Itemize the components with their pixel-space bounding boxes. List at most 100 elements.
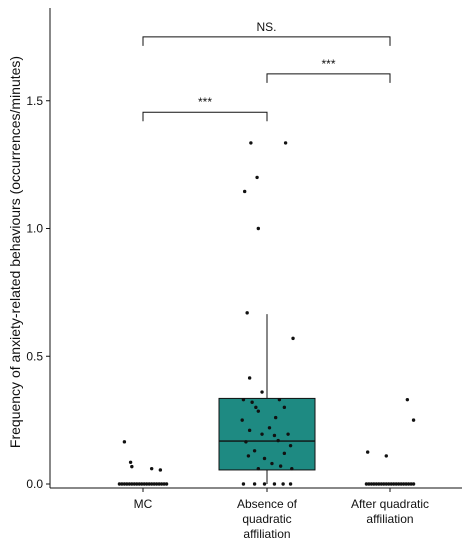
y-tick-label: 0.0 bbox=[26, 477, 43, 491]
data-point bbox=[267, 426, 272, 430]
data-point bbox=[379, 482, 384, 486]
data-point bbox=[369, 482, 374, 486]
data-point bbox=[384, 454, 388, 458]
x-tick-label: Absence of quadratic affiliation bbox=[237, 497, 298, 541]
data-point bbox=[130, 482, 134, 486]
data-point bbox=[147, 482, 151, 486]
data-point bbox=[130, 464, 134, 469]
y-tick-label: 1.0 bbox=[26, 222, 43, 236]
data-point bbox=[404, 482, 408, 486]
data-point bbox=[250, 400, 254, 404]
data-point bbox=[137, 482, 141, 486]
data-point bbox=[142, 482, 146, 486]
data-point bbox=[281, 482, 285, 486]
data-point bbox=[158, 468, 163, 472]
data-point bbox=[241, 482, 246, 486]
plot-area: NS. *** *** bbox=[117, 20, 416, 486]
data-point bbox=[409, 482, 413, 486]
data-point bbox=[254, 405, 258, 410]
data-point bbox=[283, 141, 288, 145]
data-point bbox=[384, 482, 388, 486]
data-point bbox=[399, 482, 403, 486]
data-point bbox=[252, 482, 257, 486]
data-point bbox=[405, 397, 410, 402]
data-point bbox=[256, 409, 261, 413]
data-point bbox=[152, 482, 156, 486]
data-point bbox=[389, 482, 393, 486]
data-point bbox=[162, 482, 166, 486]
data-point bbox=[364, 482, 369, 486]
data-point bbox=[140, 482, 144, 486]
data-point bbox=[246, 454, 251, 458]
data-point bbox=[286, 432, 290, 436]
data-point bbox=[387, 482, 391, 486]
data-point bbox=[273, 415, 278, 420]
data-point bbox=[127, 482, 132, 486]
data-point bbox=[132, 482, 137, 486]
data-point bbox=[262, 482, 267, 486]
data-point bbox=[392, 482, 396, 486]
data-point bbox=[252, 449, 257, 453]
data-point bbox=[411, 418, 416, 422]
significance-label: *** bbox=[321, 57, 335, 71]
data-point bbox=[411, 482, 416, 486]
data-point bbox=[149, 466, 154, 471]
data-point bbox=[288, 443, 293, 448]
data-point bbox=[242, 189, 247, 194]
x-tick-label-line: quadratic bbox=[242, 512, 291, 526]
data-point bbox=[262, 456, 267, 461]
data-point bbox=[120, 482, 124, 486]
data-point bbox=[401, 482, 406, 486]
data-point bbox=[135, 482, 139, 486]
significance-label: *** bbox=[198, 95, 212, 109]
data-point bbox=[247, 428, 252, 433]
significance-bracket bbox=[142, 36, 391, 46]
data-point bbox=[290, 466, 294, 471]
data-point bbox=[256, 466, 261, 471]
data-point bbox=[282, 405, 287, 410]
y-axis-label: Frequency of anxiety-related behaviours … bbox=[7, 56, 23, 448]
data-point bbox=[244, 440, 248, 444]
x-tick-label-line: Absence of bbox=[237, 497, 298, 511]
data-point bbox=[149, 482, 154, 486]
data-point bbox=[272, 482, 277, 486]
significance-bracket bbox=[266, 73, 391, 83]
x-tick-label-line: After quadratic bbox=[351, 497, 429, 511]
data-point bbox=[145, 482, 149, 486]
axes: 0.00.51.01.5MC Absence of quadratic affilia… bbox=[26, 8, 462, 541]
data-point bbox=[157, 482, 161, 486]
data-point bbox=[382, 482, 386, 486]
data-point bbox=[372, 482, 376, 486]
significance-bracket bbox=[142, 111, 268, 122]
data-point bbox=[241, 397, 246, 402]
data-point bbox=[255, 175, 259, 180]
data-point bbox=[374, 482, 379, 486]
x-tick-label: After quadratic affiliation bbox=[351, 497, 429, 526]
x-tick-label-line: affiliation bbox=[366, 512, 413, 526]
data-point bbox=[291, 336, 295, 341]
x-tick-label-line: affiliation bbox=[243, 527, 290, 541]
x-tick-label-line: MC bbox=[134, 497, 153, 511]
data-point bbox=[260, 390, 264, 394]
data-point bbox=[282, 451, 287, 456]
data-point bbox=[249, 141, 253, 145]
data-point bbox=[128, 460, 133, 464]
data-point bbox=[394, 482, 398, 486]
data-point bbox=[256, 226, 261, 231]
y-tick-label: 0.5 bbox=[26, 349, 43, 363]
data-point bbox=[277, 397, 282, 402]
data-point bbox=[278, 464, 283, 468]
data-point bbox=[367, 482, 371, 486]
data-point bbox=[260, 432, 264, 436]
data-point bbox=[122, 440, 127, 444]
data-point bbox=[240, 418, 244, 422]
data-point bbox=[245, 311, 249, 315]
box bbox=[218, 397, 316, 471]
data-point bbox=[365, 450, 370, 454]
data-point bbox=[125, 482, 129, 486]
data-point bbox=[272, 433, 277, 438]
y-tick-label: 1.5 bbox=[26, 94, 43, 108]
data-point bbox=[154, 482, 159, 486]
significance-label: NS. bbox=[256, 20, 276, 34]
